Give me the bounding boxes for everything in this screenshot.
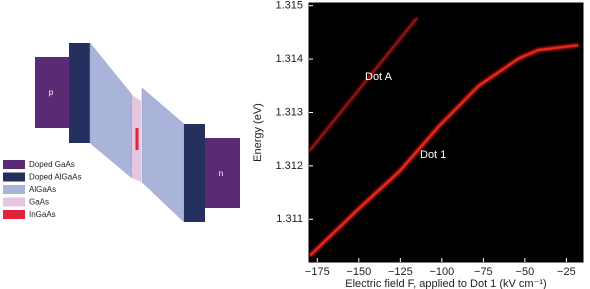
y-tick-label: 1.313 xyxy=(275,106,303,118)
legend-swatch xyxy=(3,160,25,169)
series-group xyxy=(309,17,583,257)
legend-label: Doped GaAs xyxy=(29,160,75,169)
plot-background xyxy=(309,3,583,262)
x-tick-label: −100 xyxy=(429,266,454,278)
plot: 1.311 1.312 1.313 1.314 1.315 −175 −150 −125 −10… xyxy=(252,0,584,289)
ingaas xyxy=(135,128,139,150)
algaas xyxy=(141,87,185,223)
doped-algaas xyxy=(184,124,205,222)
x-axis-label: Electric field F, applied to Dot 1 (kV c… xyxy=(345,278,546,289)
y-tick-label: 1.314 xyxy=(275,53,303,65)
y-tick-label: 1.315 xyxy=(275,0,303,12)
p-label: p xyxy=(49,88,54,97)
plot-frame xyxy=(308,2,584,263)
legend-swatch xyxy=(3,197,25,207)
data-line xyxy=(309,17,418,153)
y-tick-label: 1.312 xyxy=(275,160,303,172)
legend-swatch xyxy=(3,185,25,194)
y-axis-label: Energy (eV) xyxy=(252,103,264,162)
algaas xyxy=(89,42,133,179)
annotation: Dot 1 xyxy=(420,149,446,161)
legend-label: InGaAs xyxy=(29,210,56,219)
x-tick-label: −50 xyxy=(516,266,535,278)
legend-swatch xyxy=(3,210,25,219)
x-tick-label: −175 xyxy=(305,266,330,278)
legend-swatch xyxy=(3,172,25,182)
legend-label: GaAs xyxy=(29,198,49,207)
band-diagram: p n Doped GaAs Doped AlGaAs AlGaAs GaAs InGa… xyxy=(3,42,240,223)
legend-label: AlGaAs xyxy=(29,185,56,194)
n-label: n xyxy=(219,169,223,178)
x-tick-label: −25 xyxy=(557,266,576,278)
p-region xyxy=(35,57,69,128)
x-tick-label: −150 xyxy=(346,266,371,278)
legend-label: Doped AlGaAs xyxy=(29,173,81,182)
annotation: Dot A xyxy=(365,71,393,83)
doped-algaas xyxy=(69,43,90,143)
x-tick-label: −125 xyxy=(388,266,413,278)
y-tick-label: 1.311 xyxy=(276,213,303,225)
n-region xyxy=(205,138,240,208)
data-line xyxy=(309,44,579,257)
x-tick-label: −75 xyxy=(474,266,493,278)
